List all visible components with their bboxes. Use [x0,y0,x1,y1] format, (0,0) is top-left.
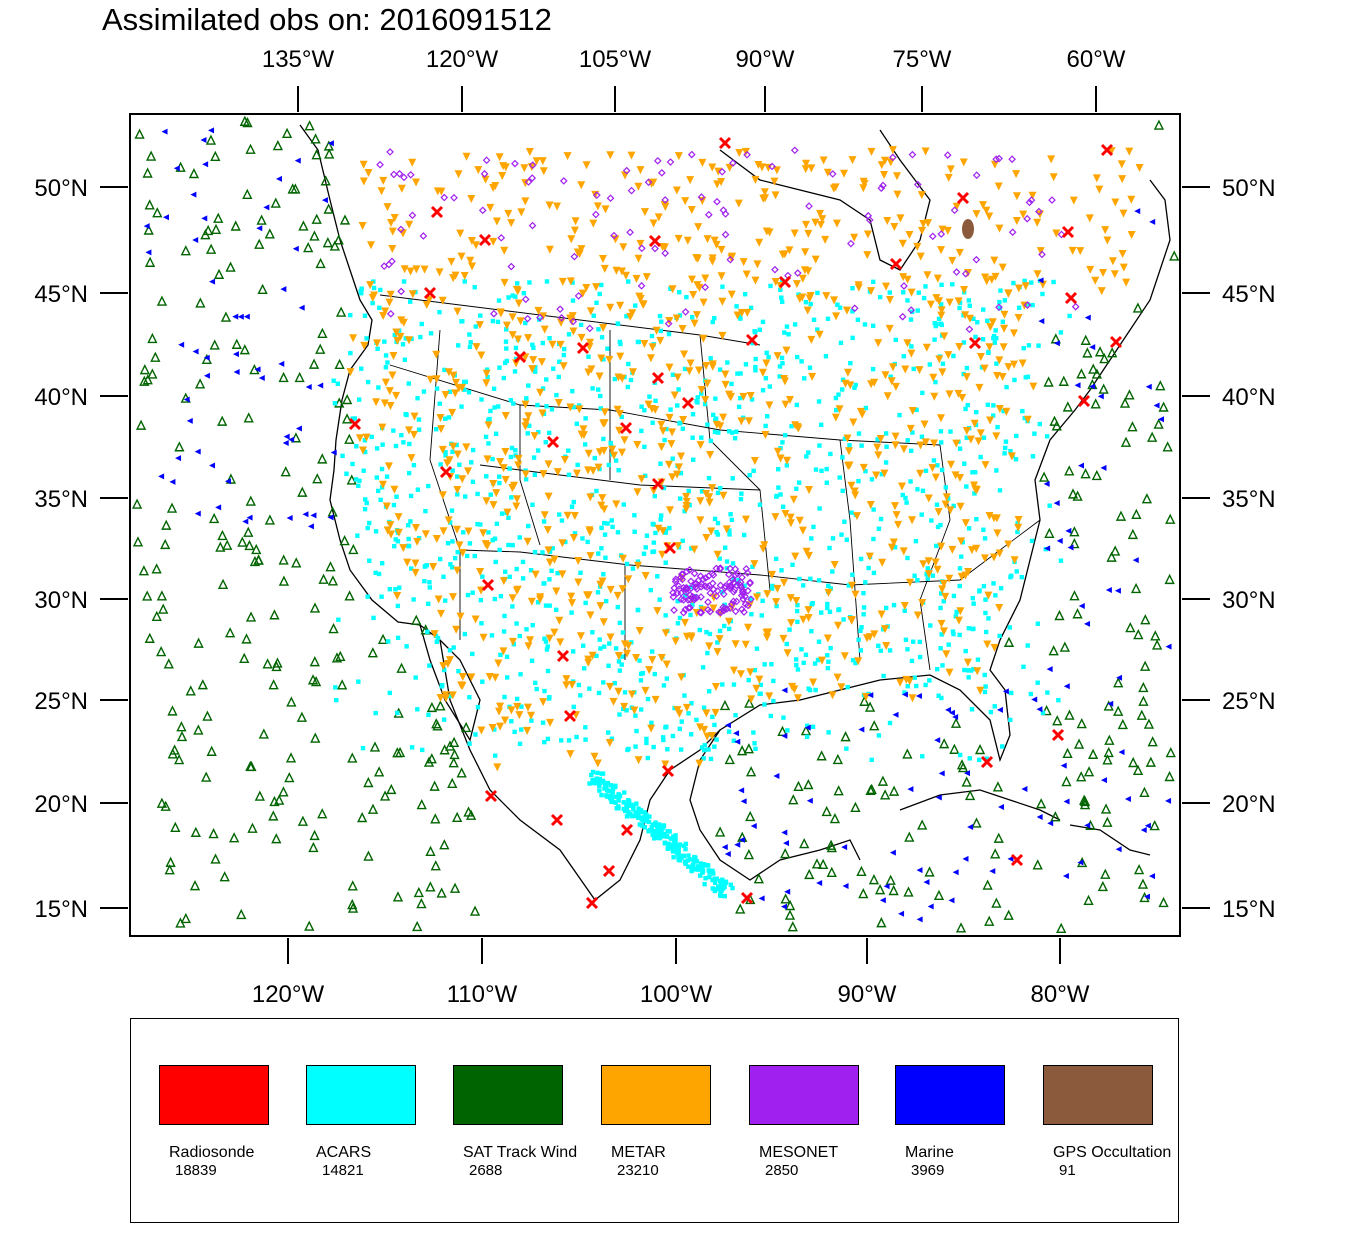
left-lat-label: 45°N [34,281,88,308]
coastlines [299,124,1171,901]
page-title: Assimilated obs on: 2016091512 [102,2,552,37]
legend-count: 18839 [175,1162,217,1179]
observation-map: 135°W 120°W 105°W 90°W 75°W 60°W 120°W 110°W 100… [34,46,1275,1008]
legend-item-metar: METAR 23210 [573,1065,723,1179]
legend-swatch [895,1065,1005,1125]
left-lat-label: 30°N [34,587,88,614]
legend-count: 14821 [322,1162,364,1179]
legend-count: 2688 [469,1162,503,1179]
gps-occultation-marker [962,219,974,239]
legend-swatch [453,1065,563,1125]
legend-item-gps-occultation: GPS Occultation 91 [1015,1065,1172,1179]
right-lat-label: 25°N [1222,688,1276,715]
left-lat-label: 20°N [34,791,88,818]
legend-item-marine: Marine 3969 [867,1065,1017,1179]
right-lat-label: 50°N [1222,175,1276,202]
bottom-axis-label: 90°W [838,981,897,1008]
legend-label: ACARS [316,1144,372,1161]
legend-label: Radiosonde [169,1144,255,1161]
legend-item-radiosonde: Radiosonde 18839 [131,1065,281,1179]
legend: Radiosonde 18839 ACARS 14821 SAT Track Wind 2… [130,1018,1179,1223]
axes: 135°W 120°W 105°W 90°W 75°W 60°W 120°W 110°W 100… [34,46,1275,1008]
observation-points [131,115,1180,934]
legend-swatch [1043,1065,1153,1125]
bottom-axis-label: 110°W [447,981,518,1008]
map-frame [129,113,1181,937]
legend-swatch [159,1065,269,1125]
left-lat-label: 15°N [34,896,88,923]
legend-count: 3969 [911,1162,945,1179]
legend-label: METAR [611,1144,666,1161]
legend-count: 2850 [765,1162,799,1179]
legend-count: 91 [1059,1162,1076,1179]
bottom-axis-label: 120°W [252,981,325,1008]
legend-item-mesonet: MESONET 2850 [721,1065,871,1179]
legend-item-sat-track-wind: SAT Track Wind 2688 [425,1065,578,1179]
right-lat-label: 15°N [1222,896,1276,923]
right-lat-label: 40°N [1222,384,1276,411]
legend-swatch [601,1065,711,1125]
left-lat-label: 50°N [34,175,88,202]
left-lat-label: 25°N [34,688,88,715]
bottom-axis-label: 100°W [640,981,713,1008]
top-axis-label: 90°W [736,46,795,73]
right-lat-label: 20°N [1222,791,1276,818]
left-lat-label: 35°N [34,486,88,513]
bottom-axis-label: 80°W [1031,981,1090,1008]
legend-count: 23210 [617,1162,659,1179]
legend-swatch [749,1065,859,1125]
right-lat-label: 30°N [1222,587,1276,614]
top-axis-label: 120°W [426,46,499,73]
legend-item-acars: ACARS 14821 [278,1065,428,1179]
left-lat-label: 40°N [34,384,88,411]
legend-label: MESONET [759,1144,839,1161]
right-lat-label: 35°N [1222,486,1276,513]
top-axis-label: 135°W [262,46,335,73]
right-lat-label: 45°N [1222,281,1276,308]
legend-label: SAT Track Wind [463,1144,578,1161]
legend-label: Marine [905,1144,954,1161]
top-axis-label: 60°W [1067,46,1126,73]
top-axis-label: 75°W [893,46,952,73]
legend-label: GPS Occultation [1053,1144,1172,1161]
legend-swatch [306,1065,416,1125]
top-axis-label: 105°W [579,46,652,73]
